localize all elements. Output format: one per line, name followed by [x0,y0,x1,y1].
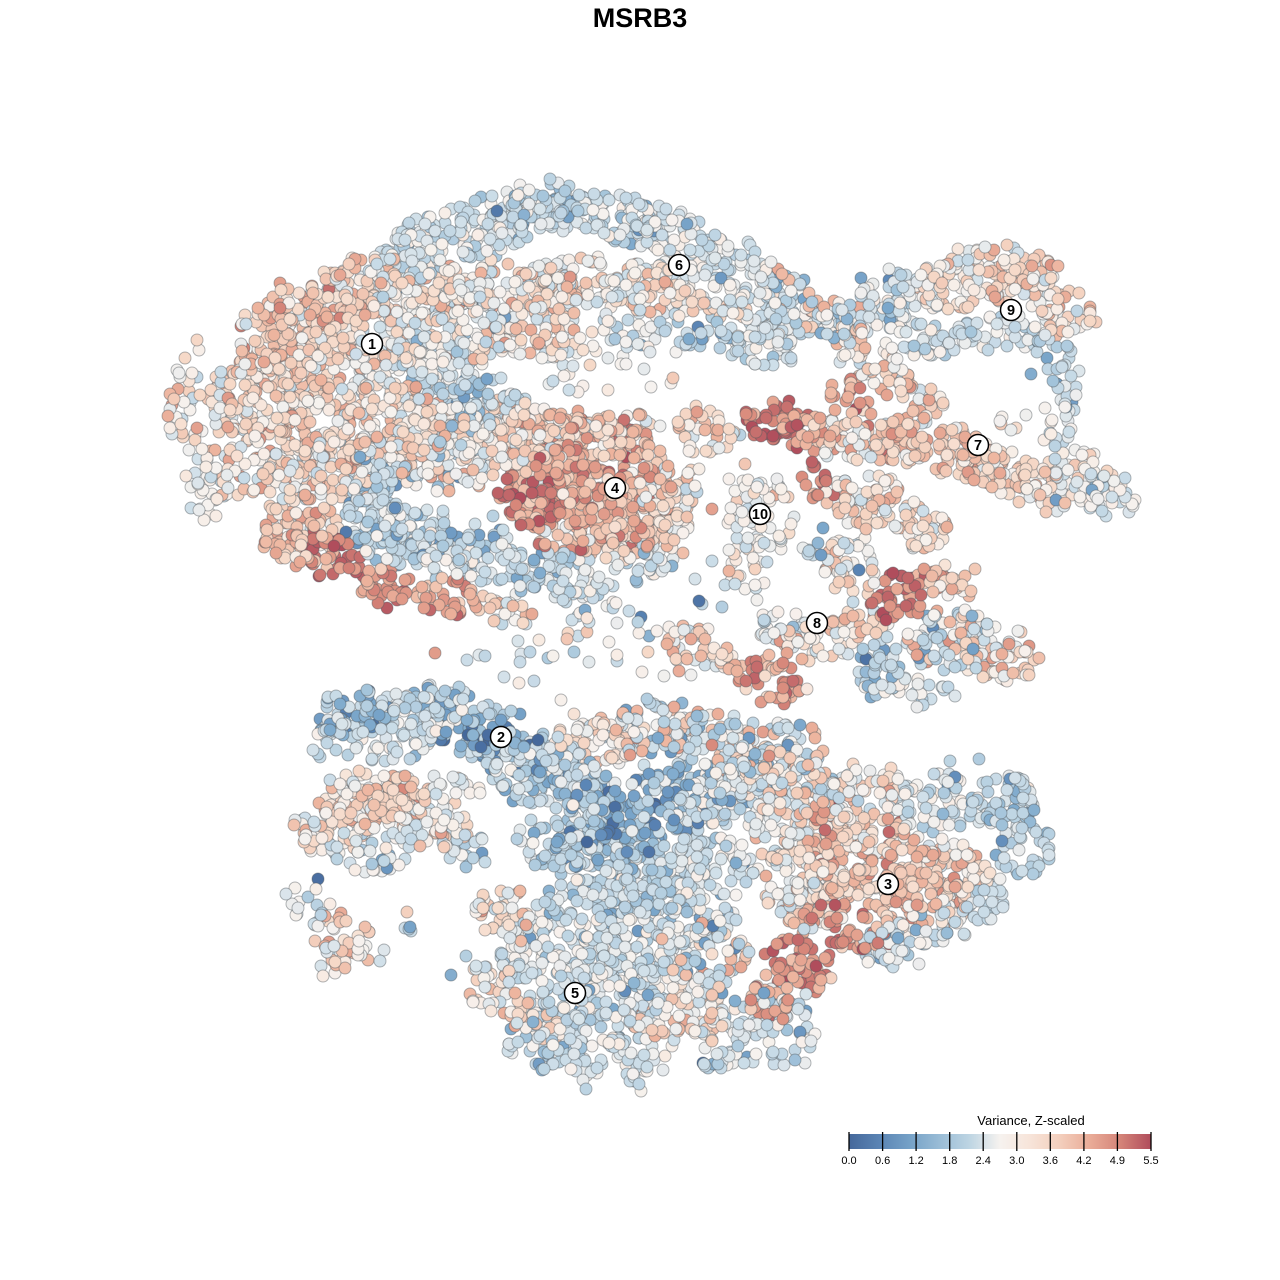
svg-text:MSRB3: MSRB3 [593,3,688,33]
